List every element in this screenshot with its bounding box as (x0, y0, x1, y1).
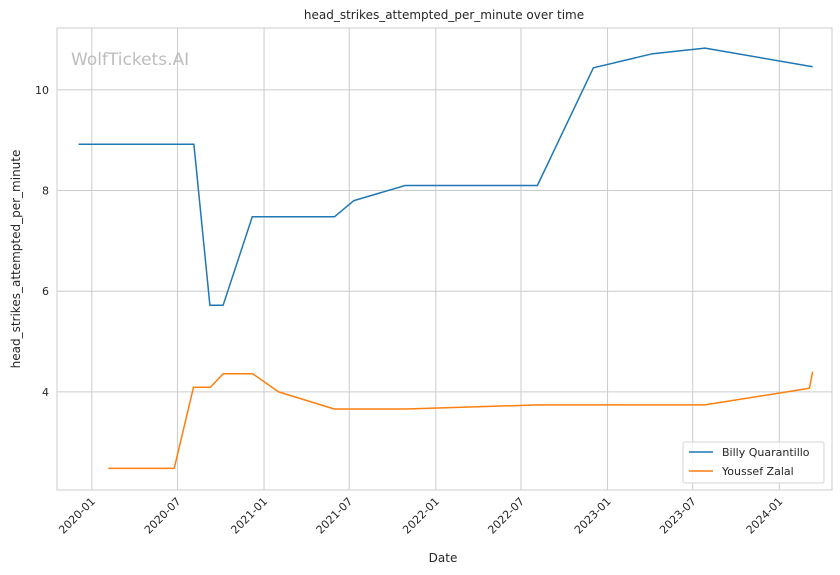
x-tick-label: 2021-07 (314, 495, 356, 537)
chart-title: head_strikes_attempted_per_minute over t… (304, 8, 584, 22)
watermark: WolfTickets.AI (71, 50, 189, 70)
x-tick-label: 2020-01 (56, 495, 98, 537)
series-line-billy-quarantillo (78, 47, 813, 307)
y-axis-ticks: 4 6 8 10 (35, 84, 49, 399)
plot-area (56, 27, 833, 491)
series-lines (78, 47, 814, 470)
y-tick-label: 6 (42, 285, 49, 298)
series-line-youssef-zalal (108, 371, 814, 470)
y-tick-label: 8 (42, 185, 49, 198)
x-tick-label: 2020-07 (142, 495, 184, 537)
x-tick-label: 2024-01 (744, 495, 786, 537)
x-tick-label: 2023-07 (657, 495, 699, 537)
legend-label-billy: Billy Quarantillo (722, 446, 810, 459)
y-tick-label: 4 (42, 386, 49, 399)
y-tick-label: 10 (35, 84, 49, 97)
legend: Billy Quarantillo Youssef Zalal (682, 441, 825, 484)
x-tick-label: 2021-01 (228, 495, 270, 537)
grid (57, 28, 832, 490)
x-tick-label: 2022-07 (485, 495, 527, 537)
y-axis-label: head_strikes_attempted_per_minute (9, 150, 23, 369)
legend-label-youssef: Youssef Zalal (721, 465, 794, 478)
legend-box (682, 441, 825, 484)
x-axis-ticks: 2020-01 2020-07 2021-01 2021-07 2022-01 2022-… (56, 495, 785, 537)
x-axis-label: Date (429, 551, 458, 565)
x-tick-label: 2022-01 (400, 495, 442, 537)
x-tick-label: 2023-01 (572, 495, 614, 537)
